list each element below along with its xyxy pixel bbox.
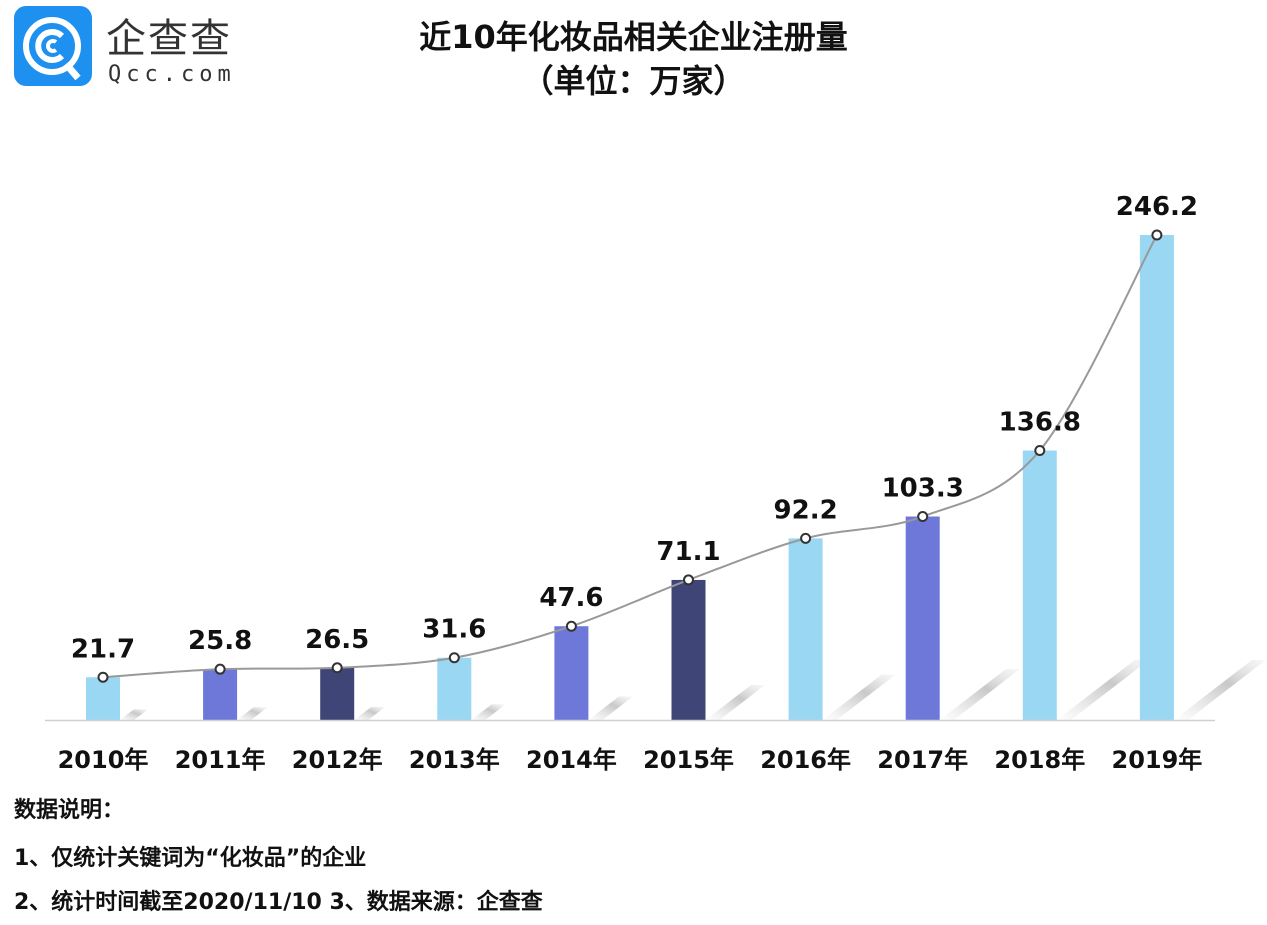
bar (1022, 450, 1057, 720)
bar (203, 669, 238, 720)
data-label: 26.5 (305, 625, 369, 655)
x-tick-label: 2016年 (760, 746, 851, 774)
qcc-logo: 企查查 Qcc.com (14, 6, 244, 90)
bar-shadow (1056, 660, 1149, 720)
chart-title: 近10年化妆品相关企业注册量 (419, 18, 848, 56)
data-label: 21.7 (71, 634, 135, 664)
bar-shadow (471, 704, 506, 720)
data-label: 25.8 (188, 626, 252, 656)
bar-shadow (354, 706, 386, 720)
line-marker (917, 511, 929, 523)
x-tick-label: 2013年 (409, 746, 500, 774)
data-label: 246.2 (1116, 192, 1198, 222)
x-tick-label: 2010年 (58, 746, 149, 774)
data-label: 92.2 (774, 495, 838, 525)
x-tick-label: 2018年 (994, 746, 1085, 774)
line-marker (448, 652, 460, 664)
bar-shadow (1173, 660, 1266, 720)
line-marker (331, 662, 343, 674)
data-label: 31.6 (422, 615, 486, 645)
bar (86, 677, 120, 720)
x-tick-label: 2019年 (1112, 746, 1203, 774)
bar (437, 657, 472, 720)
line-marker (214, 663, 226, 675)
logo-icon (14, 6, 92, 86)
data-label: 136.8 (999, 408, 1081, 438)
line-marker (800, 532, 812, 544)
data-label: 71.1 (656, 537, 720, 567)
line-marker (565, 620, 577, 632)
bar (1139, 235, 1174, 720)
bar-shadow (588, 696, 633, 720)
chart-subtitle: （单位：万家） (521, 62, 746, 100)
logo-text-cn: 企查查 (106, 16, 232, 62)
data-label: 47.6 (539, 583, 603, 613)
logo-text-en: Qcc.com (108, 62, 236, 87)
bar (554, 626, 589, 720)
bar (905, 516, 940, 720)
bar-shadow (939, 669, 1020, 720)
x-tick-label: 2014年 (526, 746, 617, 774)
bar-shadow (120, 709, 148, 720)
x-tick-label: 2011年 (175, 746, 266, 774)
note-line-1: 1、仅统计关键词为“化妆品”的企业 (14, 846, 367, 871)
x-tick-label: 2012年 (292, 746, 383, 774)
line-marker (1151, 229, 1163, 241)
bar (788, 538, 823, 720)
data-label: 103.3 (882, 474, 964, 504)
bar-shadow (237, 707, 268, 720)
x-tick-label: 2015年 (643, 746, 734, 774)
bar (320, 667, 355, 720)
notes-heading: 数据说明： (14, 798, 125, 823)
note-line-2: 2、统计时间截至2020/11/10 3、数据来源：企查查 (14, 890, 543, 915)
line-marker (683, 574, 694, 586)
trend-line (102, 234, 1158, 679)
line-marker (97, 671, 109, 683)
x-tick-label: 2017年 (877, 746, 968, 774)
line-marker (1034, 445, 1046, 457)
bar-shadow (822, 674, 896, 720)
bar-shadow (705, 684, 766, 720)
bar (671, 579, 706, 720)
